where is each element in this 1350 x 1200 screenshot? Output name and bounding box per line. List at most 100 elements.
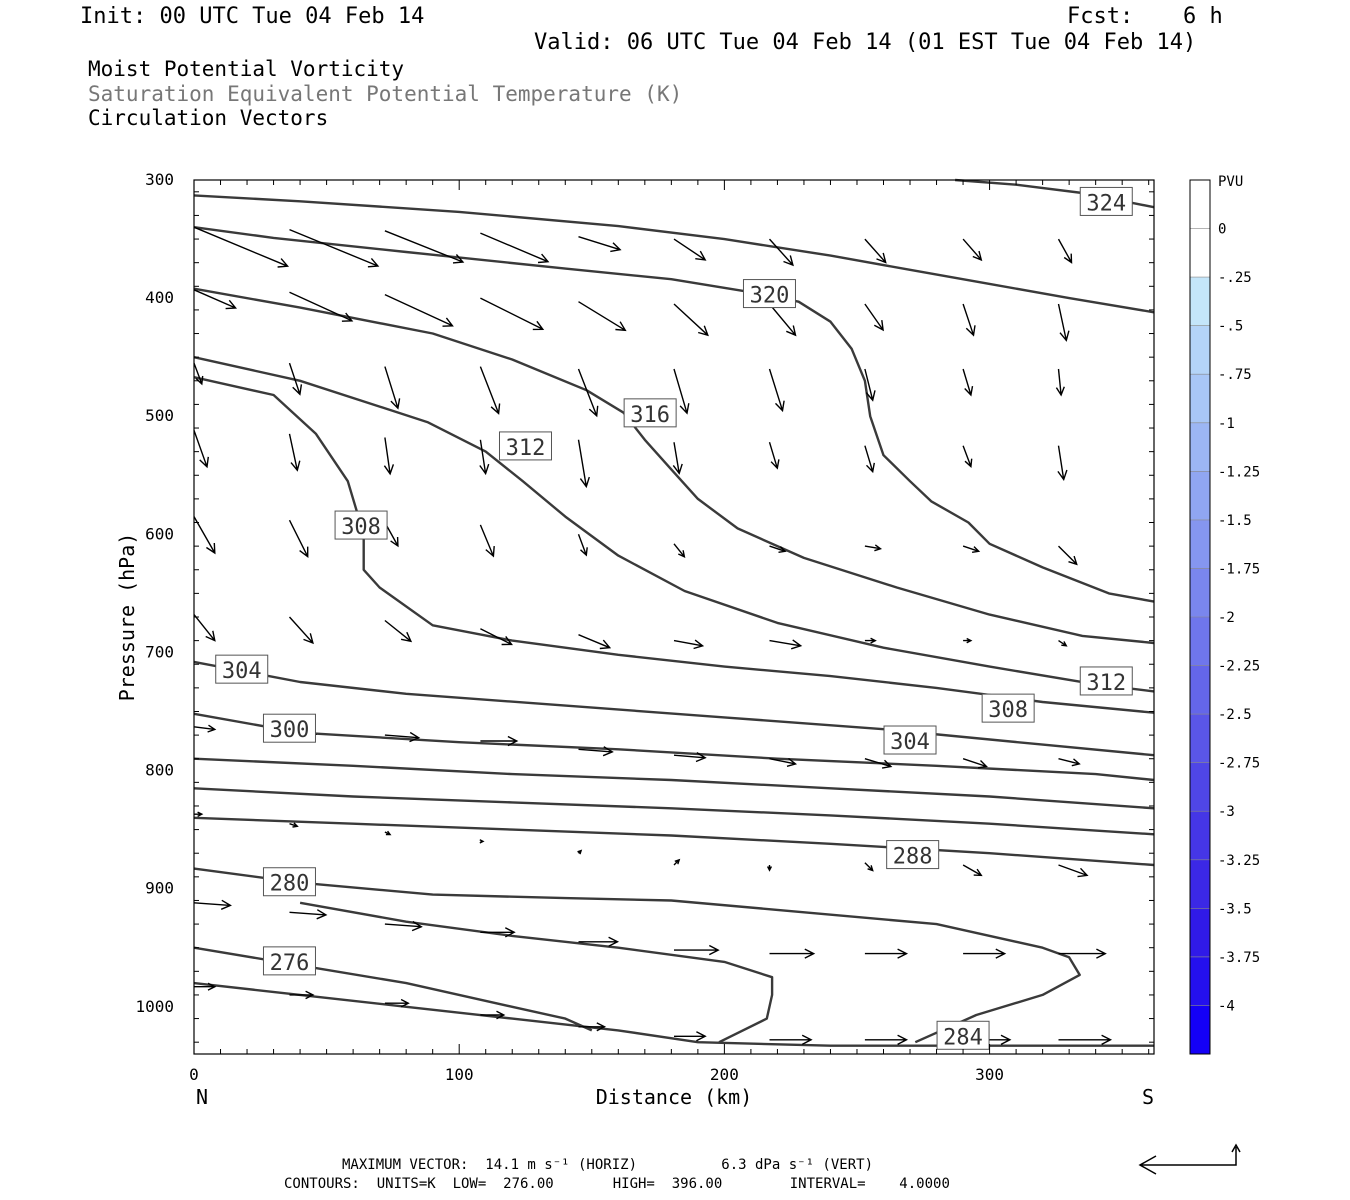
x-tick-label: 200 [710, 1065, 739, 1084]
forecast-label: Fcst: [1067, 4, 1134, 29]
circulation-vector [864, 238, 887, 264]
contour-label: 276 [270, 951, 310, 976]
circulation-vector [864, 303, 884, 332]
circulation-vector [864, 445, 875, 474]
colorbar-tick-label: -3 [1218, 804, 1235, 820]
circulation-vector [288, 362, 303, 396]
circulation-vector [864, 862, 874, 872]
colorbar-tick-label: -.75 [1218, 367, 1252, 383]
circulation-vector [1057, 303, 1070, 342]
y-tick-label: 400 [145, 288, 174, 307]
circulation-vector [673, 858, 681, 866]
colorbar-segment [1190, 908, 1210, 957]
circulation-vector [864, 544, 883, 552]
x-axis-label: Distance (km) [596, 1085, 753, 1109]
circulation-vector [384, 920, 423, 932]
colorbar-tick-label: 0 [1218, 222, 1226, 238]
contour-label: 288 [893, 845, 933, 870]
circulation-vector [194, 811, 204, 818]
colorbar-segment [1190, 859, 1210, 909]
circulation-vector [480, 1010, 506, 1020]
contour-line-296 [193, 757, 1155, 810]
circulation-vectors [193, 226, 1113, 1046]
contour-label-box [623, 398, 677, 428]
colorbar-segment [1190, 180, 1210, 229]
contour-line-280 [299, 901, 774, 1044]
circulation-vector [864, 948, 909, 959]
reference-vector-icon [1138, 1143, 1241, 1175]
circulation-vector [193, 430, 209, 469]
south-label: S [1142, 1085, 1154, 1109]
colorbar-tick-label: -1 [1218, 416, 1235, 432]
circulation-vector [384, 293, 454, 327]
colorbar-tick-label: -2.5 [1218, 707, 1252, 723]
colorbar-tick-label: -2 [1218, 610, 1235, 626]
x-tick-label: 100 [445, 1065, 474, 1084]
circulation-vector [289, 291, 354, 322]
circulation-vector [289, 990, 315, 1000]
contour-label: 308 [988, 698, 1028, 723]
circulation-vector [480, 735, 519, 747]
colorbar-tick-label: -1.5 [1218, 513, 1252, 529]
x-tick-label: 300 [975, 1065, 1004, 1084]
contour-info: CONTOURS: UNITS=K LOW= 276.00 HIGH= 396.… [284, 1176, 950, 1192]
circulation-vector [864, 1034, 909, 1046]
circulation-vector [578, 936, 620, 947]
contour-line-316 [193, 287, 1155, 645]
y-tick-label: 600 [145, 524, 174, 543]
circulation-vector [768, 441, 780, 470]
colorbar-segment [1190, 422, 1210, 472]
plot-frame [193, 179, 1155, 1055]
colorbar-segment [1190, 519, 1210, 569]
circulation-vector [1057, 238, 1073, 264]
circulation-vector [768, 238, 794, 267]
contour-label-box [334, 510, 388, 540]
circulation-vector [289, 228, 380, 268]
circulation-vector [674, 944, 720, 956]
colorbar-segment [1190, 325, 1210, 375]
axis-tick-labels: 0 100 200 300 300 400 500 600 700 800 900 1000 [135, 170, 1004, 1084]
circulation-vector [193, 289, 238, 310]
circulation-vector [962, 445, 973, 468]
circulation-vector [1058, 1034, 1113, 1046]
circulation-vector [193, 614, 216, 642]
contour-label-box [498, 431, 552, 461]
circulation-vector [674, 1031, 707, 1042]
contour-label-box [262, 867, 316, 897]
colorbar-segment [1190, 811, 1210, 860]
colorbar-unit: PVU [1218, 174, 1243, 190]
contour-label: 312 [1086, 671, 1126, 696]
contour-label: 320 [750, 284, 790, 309]
circulation-vector [768, 368, 785, 413]
circulation-vector [384, 619, 413, 643]
circulation-vector [384, 230, 465, 264]
circulation-vector [673, 543, 686, 559]
circulation-vector [769, 757, 798, 767]
colorbar-segment [1190, 374, 1210, 423]
axis-ticks [194, 180, 1154, 1054]
contour-label: 304 [890, 730, 930, 755]
circulation-vector [962, 864, 983, 877]
circulation-vector [479, 839, 485, 844]
circulation-vector [384, 731, 421, 743]
contour-label: 300 [270, 718, 310, 743]
circulation-vector [578, 1022, 607, 1032]
y-tick-label: 700 [145, 642, 174, 661]
y-tick-label: 800 [145, 761, 174, 780]
y-tick-label: 900 [145, 879, 174, 898]
circulation-vector [480, 628, 513, 646]
contour-line-300 [193, 712, 1155, 782]
circulation-vector [193, 226, 290, 268]
contour-labels: 324 320 316 312 308 304 312 308 300 304 288 280 276 2… [215, 186, 1133, 1050]
circulation-vector [479, 439, 490, 476]
circulation-vector [768, 303, 797, 337]
contour-line-292 [193, 787, 1155, 836]
contour-line-320 [193, 226, 1155, 603]
title-vectors: Circulation Vectors [88, 106, 329, 130]
circulation-vector [193, 724, 217, 733]
circulation-vector [193, 899, 232, 910]
colorbar-tick-label: -2.75 [1218, 756, 1260, 772]
y-axis-label: Pressure (hPa) [115, 533, 139, 702]
circulation-vector [480, 927, 516, 938]
